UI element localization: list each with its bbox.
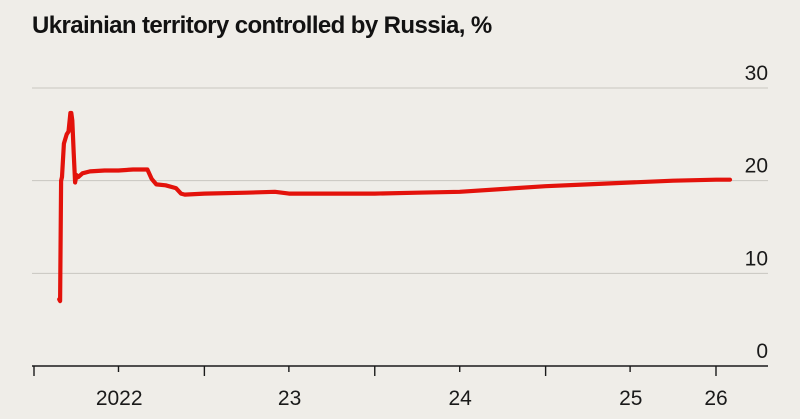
x-axis: 2022 23 24 25 26	[33, 366, 728, 410]
x-tick-label-25: 25	[619, 387, 642, 410]
x-tick-label-26: 26	[704, 387, 727, 410]
series-layer	[57, 110, 733, 304]
y-tick-label-30: 30	[745, 62, 768, 85]
y-tick-label-20: 20	[745, 155, 768, 178]
x-tick-label-23: 23	[278, 387, 301, 410]
gridlines	[32, 87, 768, 367]
y-tick-label-0: 0	[756, 340, 768, 363]
y-tick-labels: 30 20 10 0	[745, 62, 768, 363]
x-tick-label-2022: 2022	[96, 387, 143, 410]
y-tick-label-10: 10	[745, 247, 768, 270]
x-tick-label-24: 24	[449, 387, 473, 410]
chart-title: Ukrainian territory controlled by Russia…	[32, 12, 492, 39]
series-line-0	[57, 110, 733, 304]
